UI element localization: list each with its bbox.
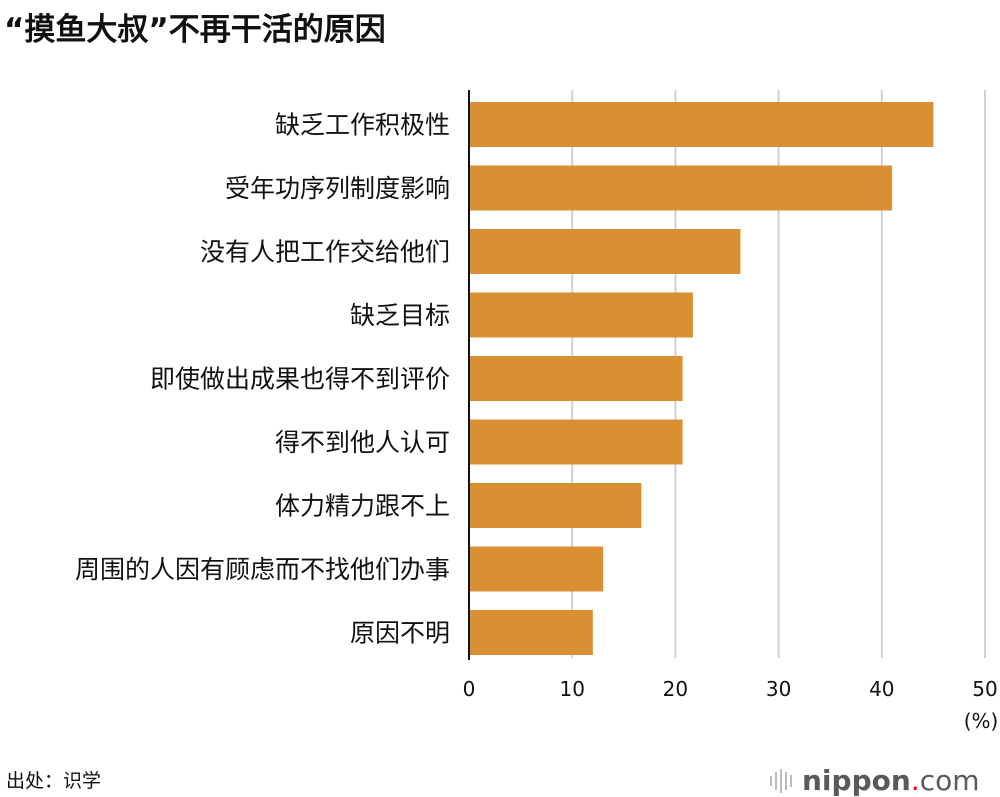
category-label: 原因不明 xyxy=(350,619,450,648)
x-tick-label: 0 xyxy=(463,677,476,701)
x-tick-label: 30 xyxy=(766,677,791,701)
category-label: 缺乏工作积极性 xyxy=(275,111,450,140)
bar xyxy=(469,356,683,401)
chart-title: “摸鱼大叔”不再干活的原因 xyxy=(4,12,386,48)
x-tick-label: 20 xyxy=(663,677,688,701)
category-label: 即使做出成果也得不到评价 xyxy=(150,365,450,394)
bar xyxy=(469,546,604,592)
logo-sound-icon xyxy=(770,768,792,793)
bar xyxy=(469,102,934,147)
category-label: 缺乏目标 xyxy=(350,301,450,330)
x-tick-label: 40 xyxy=(869,677,894,701)
nippon-logo: nippon. com xyxy=(770,764,980,797)
category-label: 没有人把工作交给他们 xyxy=(200,238,450,267)
bar xyxy=(469,229,741,274)
x-axis-label: (%) xyxy=(964,709,999,733)
x-tick-label: 50 xyxy=(972,677,997,701)
bar xyxy=(469,292,693,338)
bar-chart: 0 10 20 30 40 50 (%) 缺乏工作积极性受年功序列制度影响没有人把工作交给他们… xyxy=(75,90,999,733)
bar xyxy=(469,419,683,465)
bar xyxy=(469,165,893,211)
category-label: 体力精力跟不上 xyxy=(275,492,450,521)
x-tick-label: 10 xyxy=(559,677,584,701)
category-label: 受年功序列制度影响 xyxy=(225,174,450,203)
category-label: 周围的人因有顾虑而不找他们办事 xyxy=(75,555,450,584)
bar xyxy=(469,610,593,655)
source-note: 出处：识学 xyxy=(6,770,102,792)
category-label: 得不到他人认可 xyxy=(275,428,450,457)
bar xyxy=(469,483,642,528)
